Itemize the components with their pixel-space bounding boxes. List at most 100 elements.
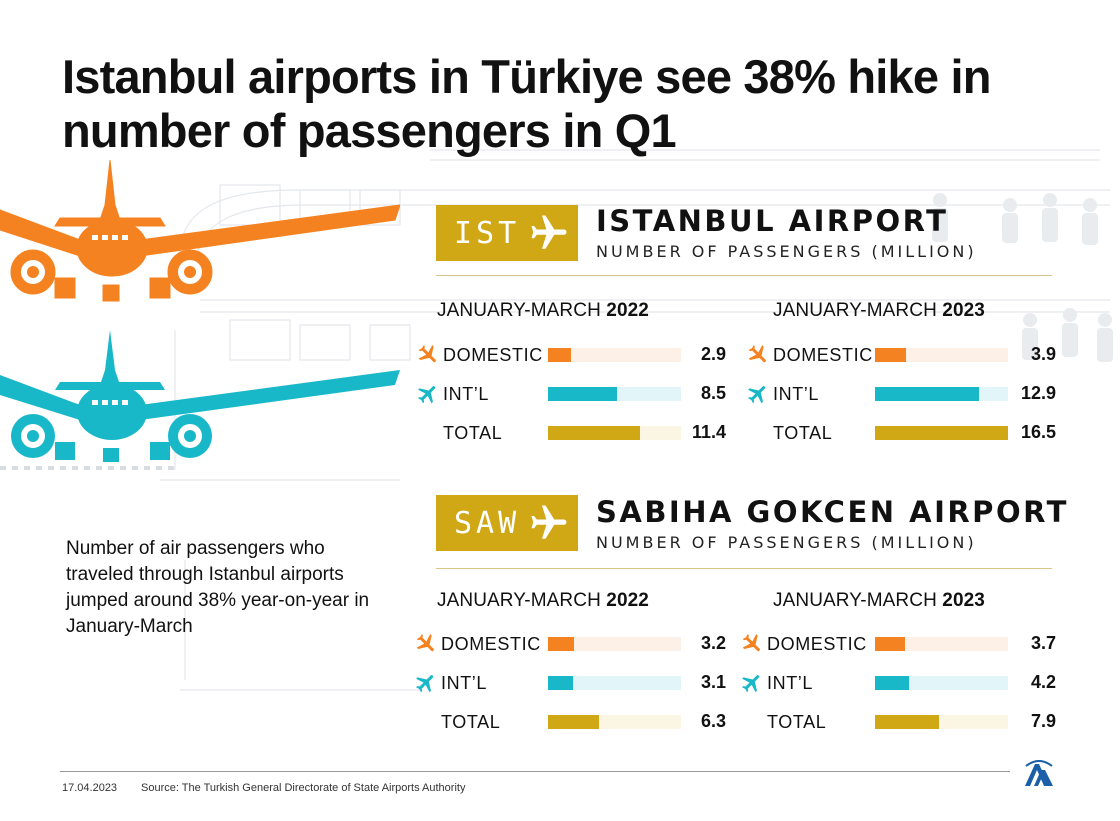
bar <box>875 715 939 729</box>
value-label: 2.9 <box>700 344 726 364</box>
bar-track <box>875 348 1008 362</box>
bar <box>875 348 906 362</box>
bar <box>548 676 573 690</box>
category-label: TOTAL <box>443 423 503 443</box>
value-label: 3.9 <box>1030 344 1056 364</box>
period-heading: JANUARY-MARCH 2022 <box>437 300 649 322</box>
value-label: 8.5 <box>700 383 726 403</box>
value-label: 12.9 <box>1020 383 1056 403</box>
bar-track <box>548 676 681 690</box>
bar <box>875 387 979 401</box>
airport-subtitle: NUMBER OF PASSENGERS (MILLION) <box>596 242 977 261</box>
period-year: 2023 <box>942 300 985 321</box>
footer-source: Source: The Turkish General Directorate … <box>141 782 466 794</box>
bar-row: TOTAL 7.9 <box>740 710 1060 734</box>
bar-row: TOTAL 6.3 <box>414 710 734 734</box>
period-heading: JANUARY-MARCH 2023 <box>773 590 985 612</box>
bar <box>548 387 617 401</box>
footer-date: 17.04.2023 <box>62 782 118 794</box>
bar <box>875 426 1008 440</box>
bar-row: TOTAL 11.4 <box>416 421 736 445</box>
category-label: TOTAL <box>441 712 501 732</box>
international-plane-icon <box>746 382 770 411</box>
bar <box>548 426 640 440</box>
category-label: INT’L <box>773 384 820 404</box>
value-label: 3.7 <box>1030 633 1056 653</box>
value-label: 7.9 <box>1030 711 1056 731</box>
bar-row: DOMESTIC 3.2 <box>414 632 734 656</box>
category-label: INT’L <box>441 673 488 693</box>
summary-note: Number of air passengers who traveled th… <box>66 538 370 637</box>
period-label: JANUARY-MARCH <box>773 590 937 611</box>
category-label: INT’L <box>443 384 490 404</box>
bar-row: TOTAL 16.5 <box>746 421 1066 445</box>
category-label: INT’L <box>767 673 814 693</box>
value-label: 16.5 <box>1020 422 1056 442</box>
bar-track <box>875 426 1008 440</box>
domestic-plane-icon <box>746 343 770 372</box>
bar-row: DOMESTIC 3.9 <box>746 343 1066 367</box>
period-label: JANUARY-MARCH <box>437 590 601 611</box>
international-plane-icon <box>416 382 440 411</box>
value-label: 3.1 <box>700 672 726 692</box>
bar-track <box>548 637 681 651</box>
category-label: DOMESTIC <box>767 634 867 654</box>
bar-track <box>875 637 1008 651</box>
bar-track <box>875 676 1008 690</box>
bar-track <box>548 348 681 362</box>
airplane-icon <box>531 505 567 539</box>
category-label: DOMESTIC <box>443 345 543 365</box>
bar-track <box>875 715 1008 729</box>
orange-airplane-illustration <box>0 160 400 302</box>
category-label: TOTAL <box>773 423 833 443</box>
section-divider <box>436 568 1052 569</box>
cyan-airplane-illustration <box>0 330 400 462</box>
page-title: Istanbul airports in Türkiye see 38% hik… <box>62 50 991 157</box>
value-label: 11.4 <box>691 422 726 442</box>
bar <box>548 637 574 651</box>
domestic-plane-icon <box>414 632 438 661</box>
section-divider <box>436 275 1052 276</box>
value-label: 6.3 <box>700 711 726 731</box>
period-year: 2023 <box>942 590 985 611</box>
domestic-plane-icon <box>740 632 764 661</box>
bar <box>548 348 571 362</box>
period-year: 2022 <box>606 300 649 321</box>
anadolu-agency-logo-icon <box>1025 760 1053 786</box>
bar-row: INT’L 3.1 <box>414 671 734 695</box>
bar-track <box>548 387 681 401</box>
category-label: DOMESTIC <box>441 634 541 654</box>
period-label: JANUARY-MARCH <box>437 300 601 321</box>
airport-name: ISTANBUL AIRPORT <box>596 204 949 238</box>
footer-divider <box>60 771 1010 772</box>
bar-track <box>548 426 681 440</box>
bar <box>875 637 905 651</box>
bar-track <box>548 715 681 729</box>
value-label: 4.2 <box>1030 672 1056 692</box>
airport-subtitle: NUMBER OF PASSENGERS (MILLION) <box>596 533 977 552</box>
international-plane-icon <box>740 671 764 700</box>
airport-code: SAW <box>454 505 521 541</box>
category-label: DOMESTIC <box>773 345 873 365</box>
airport-code: IST <box>454 215 521 251</box>
bar-row: DOMESTIC 3.7 <box>740 632 1060 656</box>
period-heading: JANUARY-MARCH 2022 <box>437 590 649 612</box>
bar <box>875 676 909 690</box>
period-label: JANUARY-MARCH <box>773 300 937 321</box>
airplane-icon <box>531 215 567 249</box>
category-label: TOTAL <box>767 712 827 732</box>
bar-row: DOMESTIC 2.9 <box>416 343 736 367</box>
bar-row: INT’L 8.5 <box>416 382 736 406</box>
bar-track <box>875 387 1008 401</box>
international-plane-icon <box>414 671 438 700</box>
bar <box>548 715 599 729</box>
airport-name: SABIHA GOKCEN AIRPORT <box>596 495 1069 529</box>
period-heading: JANUARY-MARCH 2023 <box>773 300 985 322</box>
saw-code-badge: SAW <box>436 495 578 551</box>
bar-row: INT’L 4.2 <box>740 671 1060 695</box>
ist-code-badge: IST <box>436 205 578 261</box>
value-label: 3.2 <box>700 633 726 653</box>
domestic-plane-icon <box>416 343 440 372</box>
bar-row: INT’L 12.9 <box>746 382 1066 406</box>
